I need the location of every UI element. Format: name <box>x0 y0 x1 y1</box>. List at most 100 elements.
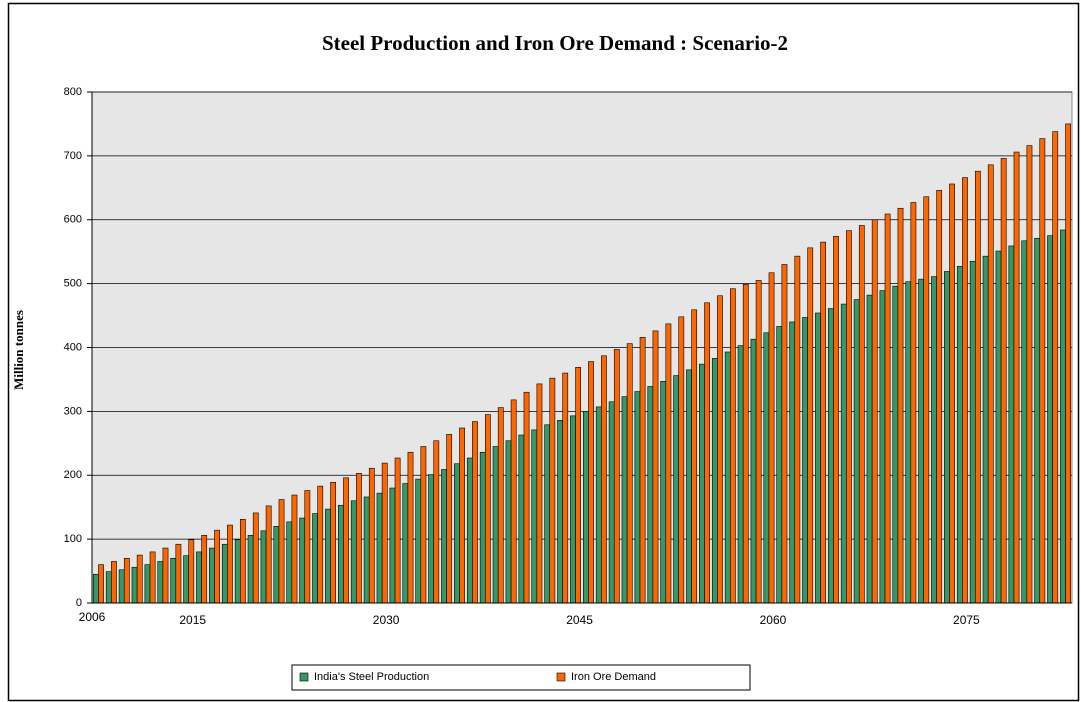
bar <box>510 399 517 604</box>
bar <box>969 260 976 604</box>
bar <box>936 190 943 604</box>
y-tick-label: 300 <box>64 405 82 417</box>
bar <box>1047 235 1053 604</box>
bar <box>484 414 491 604</box>
bar <box>768 272 775 604</box>
y-tick-label: 0 <box>76 597 82 609</box>
bar <box>111 561 117 604</box>
bar <box>273 526 280 604</box>
y-axis-label: Million tonnes <box>11 310 26 390</box>
bar <box>389 487 396 604</box>
bar <box>858 225 865 604</box>
bar <box>239 519 246 604</box>
bar <box>626 343 633 604</box>
bar <box>479 451 486 604</box>
bar <box>317 485 324 604</box>
bar <box>781 264 788 604</box>
y-tick-label: 100 <box>64 533 82 545</box>
bar <box>884 213 891 604</box>
bar <box>492 446 499 604</box>
bar <box>330 481 337 604</box>
y-tick-label: 500 <box>64 278 82 290</box>
bar <box>931 276 937 604</box>
bar <box>673 375 680 604</box>
bar <box>505 440 512 604</box>
bar <box>549 377 556 604</box>
bar <box>815 312 821 604</box>
bar <box>304 490 311 604</box>
bar <box>962 177 968 604</box>
y-tick-label: 400 <box>64 341 82 353</box>
bar <box>356 473 362 604</box>
bar <box>1065 123 1072 604</box>
bar <box>394 457 401 604</box>
legend <box>291 664 751 691</box>
legend-label: Iron Ore Demand <box>571 671 656 683</box>
bar <box>1052 131 1059 604</box>
bar <box>459 427 465 604</box>
bar <box>750 338 757 604</box>
bar <box>608 401 615 604</box>
bar <box>879 290 886 604</box>
bar <box>209 547 215 604</box>
bar <box>582 411 589 604</box>
bar <box>905 281 912 604</box>
bar <box>678 316 685 604</box>
bar <box>162 547 169 604</box>
x-tick-label: 2075 <box>953 613 980 627</box>
legend-swatch <box>299 672 309 682</box>
y-tick-label: 800 <box>64 86 82 98</box>
bar <box>827 308 834 604</box>
bar <box>221 543 228 604</box>
y-tick-label: 700 <box>64 150 82 162</box>
bar <box>595 406 602 604</box>
x-tick-label: 2060 <box>760 613 787 627</box>
bar <box>381 462 388 604</box>
bar <box>402 483 409 604</box>
legend-swatch <box>556 672 566 682</box>
y-tick-label: 600 <box>64 214 82 226</box>
bar <box>286 521 293 604</box>
bar <box>98 564 104 604</box>
bar <box>601 355 607 604</box>
x-tick-label: 2015 <box>179 613 206 627</box>
bar <box>131 566 138 604</box>
bar <box>866 294 873 604</box>
bar <box>742 283 749 604</box>
bar <box>183 555 190 604</box>
bar <box>686 369 692 604</box>
bar <box>363 496 370 604</box>
bar <box>531 429 538 604</box>
bar <box>420 446 427 604</box>
bar <box>897 207 904 604</box>
bar <box>214 529 220 604</box>
bar <box>910 202 917 604</box>
bar <box>350 500 357 604</box>
bar <box>956 266 963 604</box>
bar <box>1034 237 1041 604</box>
bar <box>368 467 375 604</box>
bar <box>466 457 473 604</box>
bar <box>665 323 672 604</box>
bar <box>949 183 955 604</box>
bar <box>794 255 801 604</box>
bar <box>252 512 259 604</box>
bar <box>497 407 504 604</box>
bar <box>704 302 710 604</box>
bar <box>343 477 349 604</box>
bar <box>588 361 594 604</box>
bar <box>944 271 950 604</box>
bar <box>892 285 899 604</box>
bar <box>776 326 783 604</box>
bar <box>557 420 563 604</box>
bar <box>234 539 241 604</box>
bar <box>454 463 460 604</box>
bar <box>1021 240 1028 604</box>
bar <box>136 554 143 604</box>
bar <box>278 499 285 604</box>
bar <box>201 534 208 604</box>
bar <box>312 513 318 604</box>
bar <box>544 424 551 604</box>
bar <box>923 196 930 604</box>
